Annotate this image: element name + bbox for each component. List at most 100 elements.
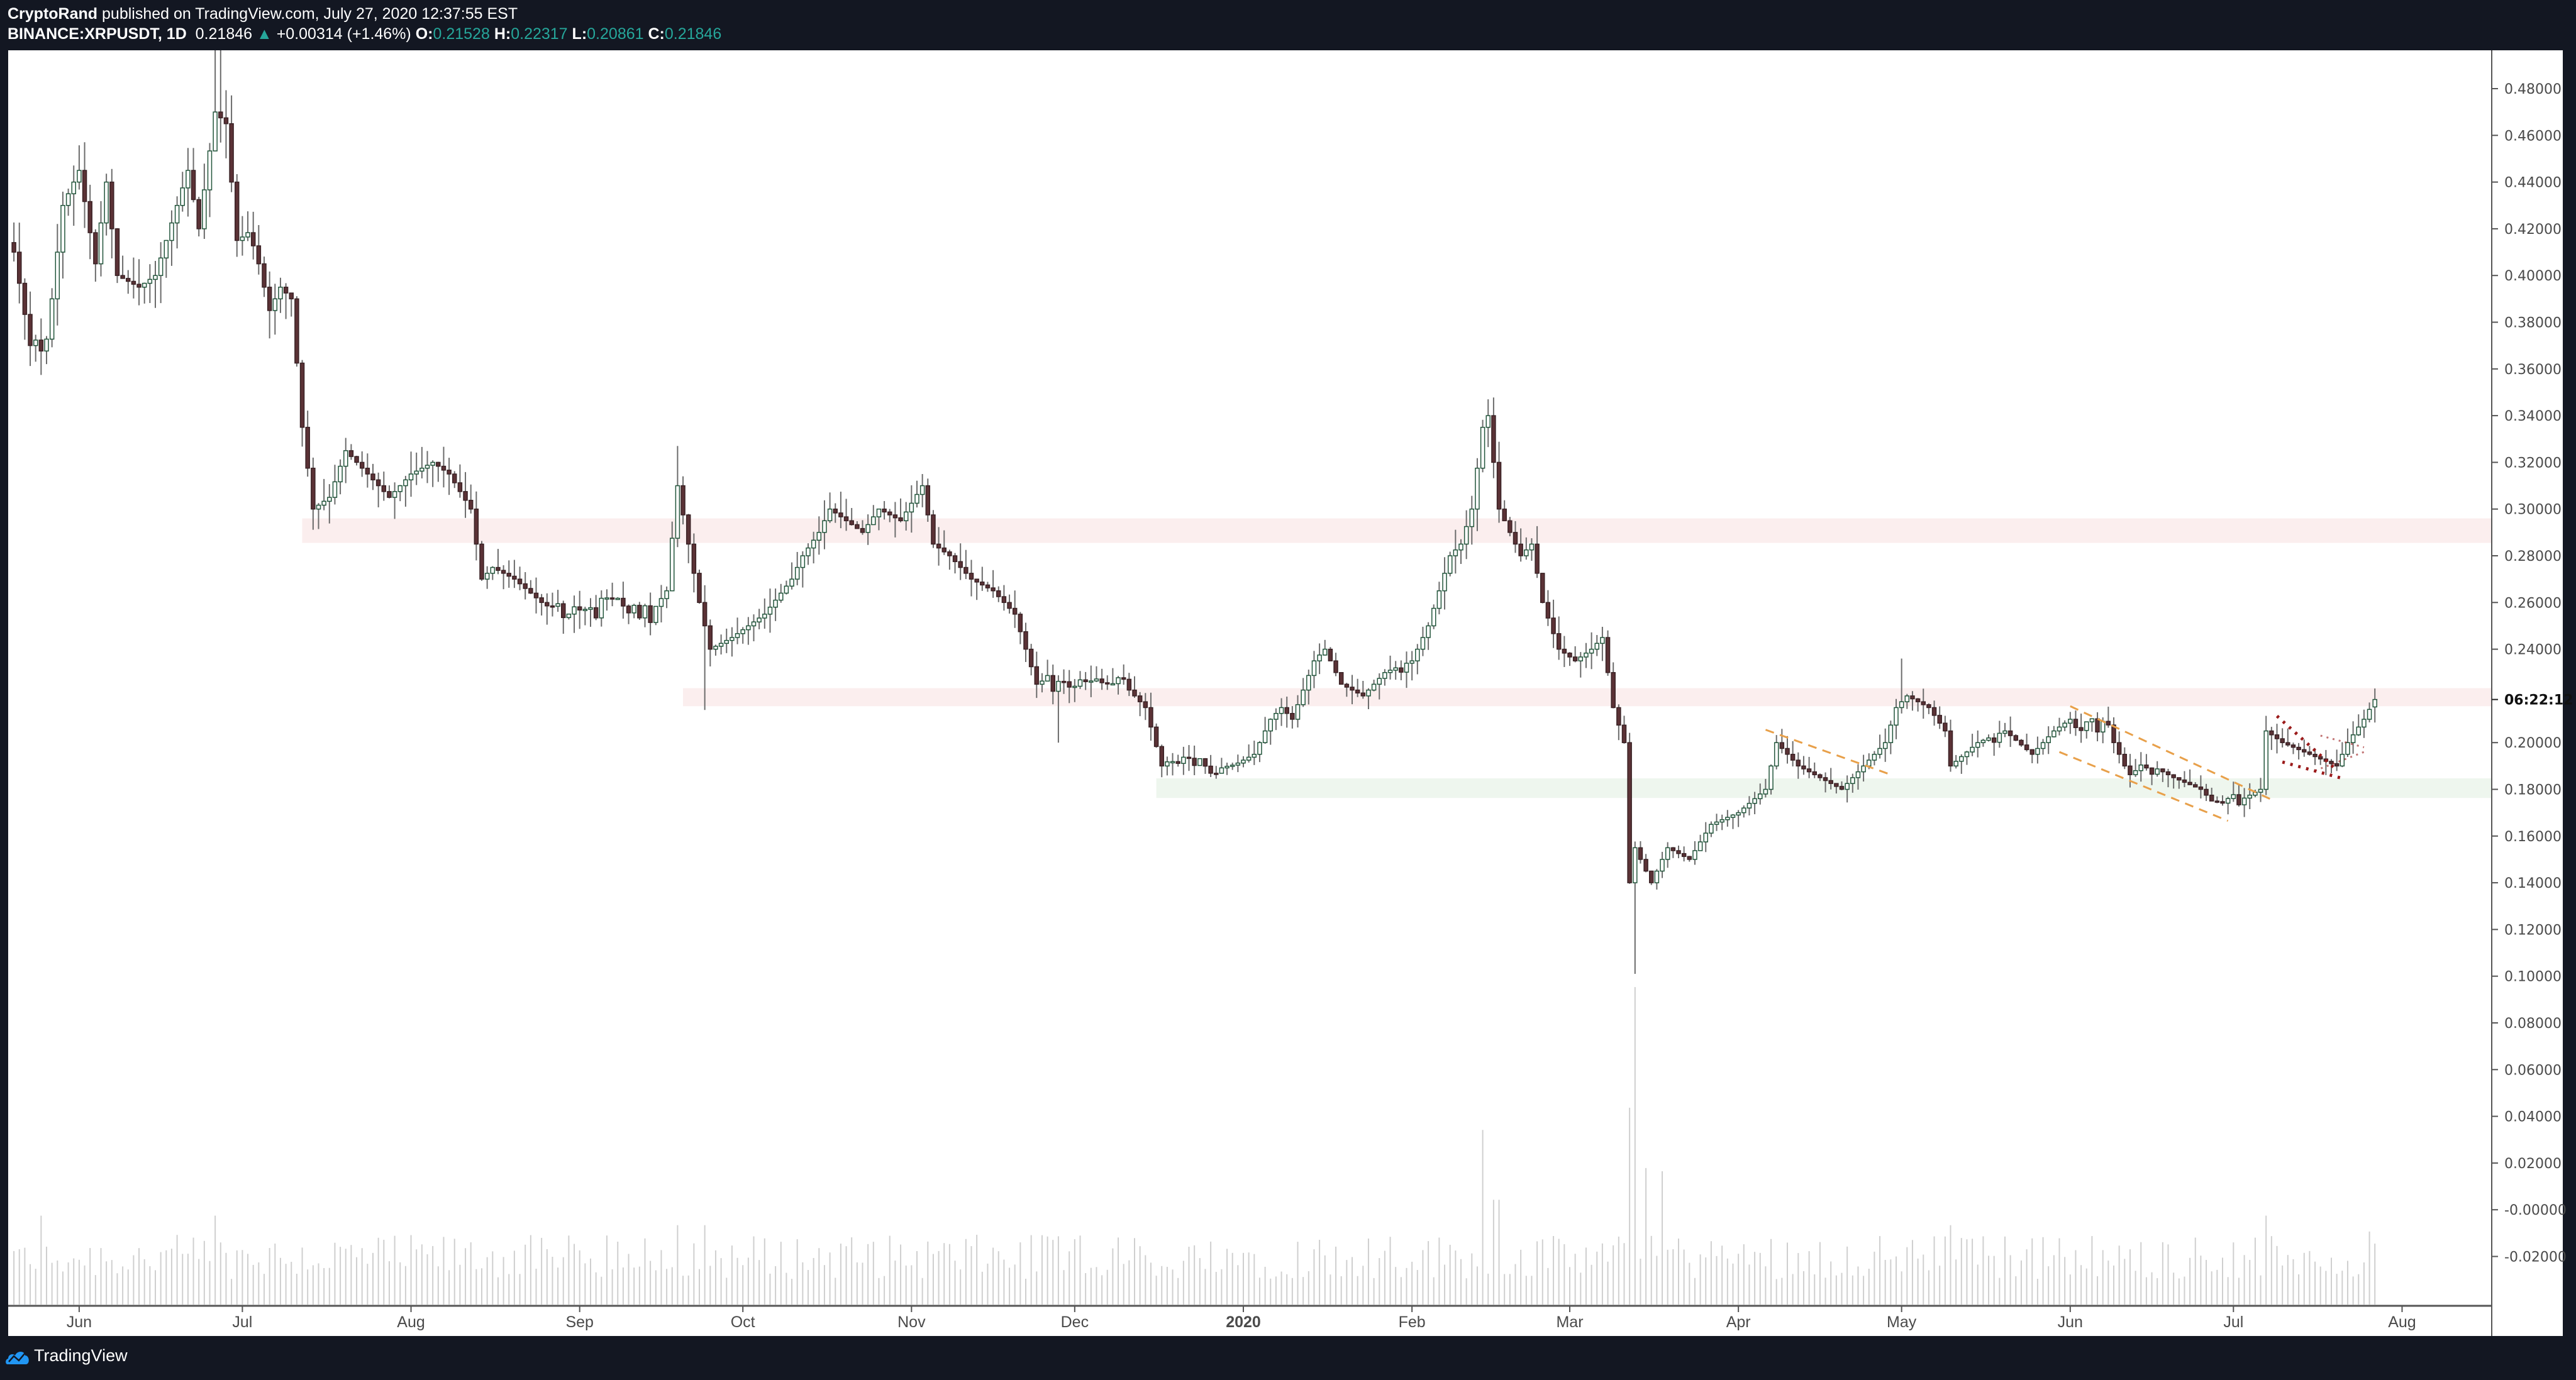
candle-down[interactable] [1083, 679, 1088, 683]
candle-up[interactable] [153, 275, 158, 280]
candle-up[interactable] [490, 566, 496, 574]
candle-down[interactable] [1001, 596, 1007, 604]
candle-down[interactable] [2187, 781, 2192, 785]
candle-down[interactable] [528, 588, 533, 594]
candle-up[interactable] [2046, 736, 2051, 743]
candle-down[interactable] [131, 280, 136, 285]
candle-up[interactable] [77, 170, 82, 183]
candle-up[interactable] [1633, 847, 1638, 883]
candle-up[interactable] [1768, 765, 1774, 790]
candle-up[interactable] [1861, 765, 1866, 773]
candle-up[interactable] [174, 205, 180, 224]
candle-up[interactable] [914, 494, 919, 504]
candle-down[interactable] [87, 201, 92, 233]
candle-down[interactable] [262, 263, 267, 288]
candle-down[interactable] [1779, 742, 1785, 749]
candle-up[interactable] [245, 232, 250, 238]
candle-down[interactable] [2029, 749, 2035, 755]
candle-down[interactable] [952, 555, 958, 563]
candle-up[interactable] [1725, 817, 1730, 820]
candle-up[interactable] [44, 338, 49, 352]
candle-down[interactable] [1333, 660, 1338, 673]
candle-up[interactable] [566, 613, 572, 619]
candle-up[interactable] [1877, 748, 1882, 755]
candle-down[interactable] [980, 582, 985, 586]
plot-area[interactable] [8, 50, 2492, 1306]
candle-down[interactable] [969, 573, 974, 580]
candle-up[interactable] [397, 485, 402, 492]
candle-down[interactable] [447, 470, 452, 475]
candle-up[interactable] [1867, 759, 1872, 767]
candle-down[interactable] [1611, 672, 1616, 709]
candle-down[interactable] [1796, 759, 1801, 767]
candle-up[interactable] [794, 566, 800, 580]
candle-down[interactable] [2019, 739, 2024, 746]
candle-down[interactable] [1202, 758, 1208, 767]
candle-up[interactable] [1752, 798, 1757, 804]
candle-down[interactable] [2073, 719, 2079, 729]
candle-down[interactable] [17, 251, 22, 284]
candle-down[interactable] [136, 284, 142, 288]
candle-down[interactable] [931, 514, 936, 545]
candle-up[interactable] [658, 598, 664, 607]
candle-up[interactable] [784, 585, 789, 594]
candle-down[interactable] [1545, 602, 1551, 619]
candle-up[interactable] [2002, 730, 2007, 734]
candle-up[interactable] [403, 479, 408, 487]
candle-up[interactable] [555, 603, 560, 607]
candle-down[interactable] [1137, 695, 1143, 702]
candle-down[interactable] [1670, 847, 1676, 851]
candle-up[interactable] [327, 497, 332, 502]
candle-down[interactable] [1034, 666, 1040, 685]
candle-up[interactable] [343, 450, 348, 467]
candle-down[interactable] [1839, 786, 1845, 790]
candle-down[interactable] [1926, 704, 1931, 709]
candle-up[interactable] [871, 516, 876, 526]
candle-up[interactable] [1480, 426, 1485, 469]
candle-up[interactable] [1529, 543, 1535, 551]
candle-down[interactable] [691, 543, 697, 574]
candle-down[interactable] [680, 485, 686, 516]
candle-down[interactable] [1638, 847, 1643, 860]
candle-down[interactable] [1513, 532, 1518, 545]
candle-down[interactable] [882, 508, 887, 513]
candle-up[interactable] [2231, 794, 2236, 799]
candle-down[interactable] [28, 314, 33, 346]
candle-up[interactable] [1306, 675, 1311, 691]
candle-down[interactable] [1823, 777, 1828, 781]
candle-down[interactable] [223, 117, 229, 124]
candle-up[interactable] [2051, 730, 2057, 737]
candle-down[interactable] [2095, 718, 2100, 733]
candle-down[interactable] [506, 573, 511, 577]
candle-up[interactable] [865, 524, 870, 533]
candle-up[interactable] [1964, 751, 1970, 758]
pennant-trendline[interactable] [2275, 714, 2338, 771]
candle-down[interactable] [2193, 784, 2198, 788]
candle-down[interactable] [1159, 746, 1164, 767]
candle-up[interactable] [1295, 704, 1301, 720]
candle-up[interactable] [419, 467, 425, 472]
candle-down[interactable] [855, 524, 860, 529]
candle-up[interactable] [1377, 678, 1382, 685]
candle-down[interactable] [82, 170, 87, 202]
candle-up[interactable] [408, 473, 414, 481]
candle-up[interactable] [2345, 742, 2350, 755]
candle-down[interactable] [468, 500, 474, 510]
candle-down[interactable] [1991, 737, 1997, 743]
candle-down[interactable] [311, 467, 316, 510]
candle-down[interactable] [1028, 648, 1034, 668]
candle-down[interactable] [593, 607, 599, 619]
candle-up[interactable] [909, 502, 914, 513]
candle-down[interactable] [1649, 870, 1654, 883]
candle-up[interactable] [1453, 549, 1458, 556]
candle-up[interactable] [55, 251, 60, 300]
candle-down[interactable] [941, 547, 947, 553]
candle-up[interactable] [1317, 654, 1322, 661]
candle-down[interactable] [1818, 774, 1823, 778]
candle-up[interactable] [180, 187, 185, 206]
candle-up[interactable] [2084, 721, 2089, 731]
candle-down[interactable] [1018, 614, 1023, 632]
candle-up[interactable] [1899, 701, 1904, 709]
candle-down[interactable] [1061, 680, 1067, 683]
candle-up[interactable] [1904, 695, 1910, 702]
